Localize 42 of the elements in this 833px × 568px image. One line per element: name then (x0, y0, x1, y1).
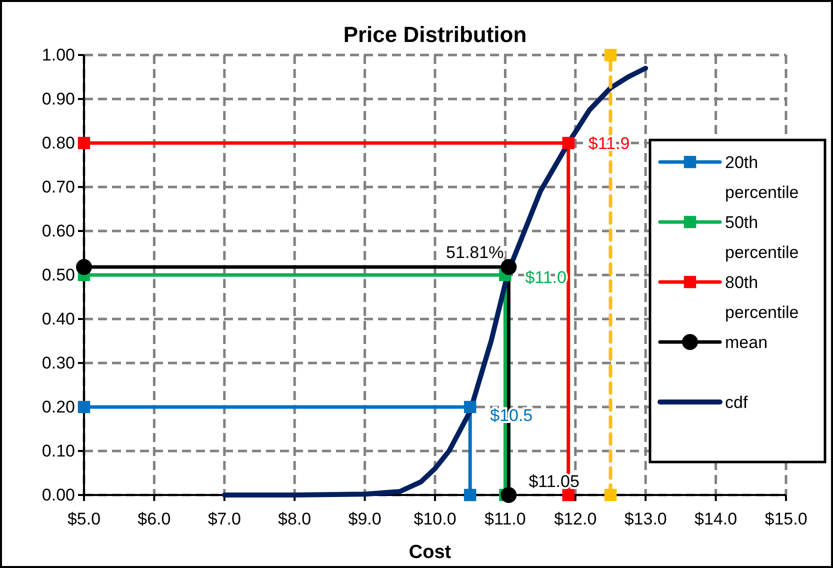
x-tick-label: $13.0 (624, 509, 667, 528)
y-tick-label: 0.20 (42, 397, 75, 416)
legend-label: mean (725, 333, 768, 352)
x-tick-label: $9.0 (348, 509, 382, 528)
point (562, 488, 575, 502)
x-tick-label: $6.0 (138, 509, 171, 528)
x-tick-label: $5.0 (67, 509, 101, 528)
point (500, 487, 517, 503)
annotation: $11.9 (588, 134, 630, 153)
legend-label: 50th percentile (725, 213, 799, 262)
point (76, 259, 92, 275)
x-tick-label: $11.0 (484, 509, 526, 528)
point (78, 136, 90, 150)
y-tick-label: 0.40 (42, 309, 75, 328)
point (500, 259, 517, 275)
annotation: 51.81% (446, 243, 504, 262)
y-tick-label: 0.30 (42, 353, 75, 372)
y-tick-label: 0.70 (42, 177, 75, 196)
x-tick-label: $8.0 (278, 509, 312, 528)
x-tick-label: $14.0 (694, 509, 738, 528)
x-tick-label: $7.0 (208, 509, 241, 528)
annotation: $11.0 (525, 268, 566, 287)
point (464, 400, 476, 414)
point (464, 488, 476, 502)
y-tick-label: 0.50 (42, 265, 75, 284)
x-tick-label: $10.0 (414, 509, 456, 528)
point (562, 136, 575, 150)
x-axis-title: Cost (408, 542, 452, 563)
chart-title: Price Distribution (343, 22, 527, 47)
y-tick-label: 0.60 (42, 221, 75, 240)
y-tick-label: 0.00 (42, 485, 75, 504)
y-tick-label: 0.90 (42, 89, 75, 108)
point (604, 48, 617, 62)
y-tick-label: 0.10 (42, 441, 75, 460)
x-tick-label: $15.0 (764, 509, 808, 528)
y-tick-label: 1.00 (42, 45, 75, 64)
legend-label: 20th percentile (725, 153, 799, 202)
y-tick-label: 0.80 (42, 133, 75, 152)
legend-label: cdf (725, 393, 748, 412)
x-tick-label: $12.0 (554, 509, 597, 528)
point (78, 400, 90, 414)
point (604, 488, 617, 502)
